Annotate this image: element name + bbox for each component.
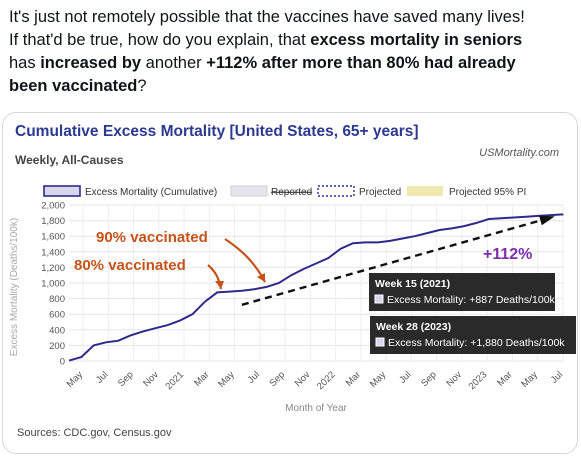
y-tick-label: 1,400 bbox=[41, 247, 65, 258]
x-tick-label: Mar bbox=[192, 369, 211, 388]
tooltip-2-swatch bbox=[375, 337, 385, 347]
post-line-3-bold-a: increased by bbox=[40, 54, 142, 72]
tooltip-2-title: Week 28 (2023) bbox=[376, 321, 451, 333]
legend-label-reported: Reported bbox=[271, 187, 312, 198]
arrow-90-vaccinated-head bbox=[257, 273, 265, 282]
chart-y-ticks: 0 200 400 600 800 1,000 1,200 1,400 1,600 1,800 2,… bbox=[41, 201, 65, 368]
x-tick-label: May bbox=[65, 369, 86, 390]
x-tick-label: Nov bbox=[444, 369, 464, 389]
annotation-90-vaccinated: 90% vaccinated bbox=[96, 229, 208, 246]
post-line-4-bold: been vaccinated bbox=[9, 77, 138, 95]
y-tick-label: 800 bbox=[49, 294, 65, 305]
x-tick-label: 2022 bbox=[315, 369, 338, 392]
x-tick-label: Jul bbox=[549, 369, 565, 385]
tooltip-1-value: Excess Mortality: +887 Deaths/100k bbox=[387, 294, 556, 306]
annotation-80-vaccinated: 80% vaccinated bbox=[74, 257, 186, 274]
post-line-4: been vaccinated? bbox=[9, 75, 574, 98]
chart-source: Sources: CDC.gov, Census.gov bbox=[17, 427, 172, 439]
legend-swatch-reported bbox=[230, 185, 268, 197]
legend-swatch-projected bbox=[317, 185, 355, 197]
x-tick-label: May bbox=[216, 369, 237, 390]
chart-legend: Excess Mortality (Cumulative) Reported P… bbox=[43, 185, 526, 198]
post-line-3-bold-b: +112% after more than 80% had already bbox=[206, 54, 516, 72]
chart-x-axis-label: Month of Year bbox=[285, 403, 347, 414]
chart-series bbox=[68, 213, 564, 362]
legend-swatch-cumulative bbox=[43, 185, 81, 197]
tooltip-1-swatch bbox=[374, 294, 384, 304]
tooltip-2-value: Excess Mortality: +1,880 Deaths/100k bbox=[388, 337, 565, 349]
x-tick-label: Mar bbox=[344, 369, 363, 388]
y-tick-label: 1,600 bbox=[41, 232, 65, 243]
x-tick-label: May bbox=[368, 369, 389, 390]
series-line-cumulative bbox=[68, 213, 564, 362]
post-line-2-bold: excess mortality in seniors bbox=[310, 31, 523, 49]
legend-label-projected: Projected bbox=[359, 187, 401, 198]
y-tick-label: 400 bbox=[49, 325, 65, 336]
x-tick-label: Jul bbox=[397, 369, 413, 385]
annotation-increase: +112% bbox=[483, 246, 532, 263]
chart-brand: USMortality.com bbox=[479, 147, 559, 159]
chart-subtitle: Weekly, All-Causes bbox=[15, 153, 124, 167]
x-tick-label: Sep bbox=[116, 369, 136, 389]
post-line-4-text: ? bbox=[137, 77, 147, 95]
x-tick-label: May bbox=[519, 369, 540, 390]
post-line-2: If that'd be true, how do you explain, t… bbox=[9, 29, 574, 52]
chart-image[interactable]: Cumulative Excess Mortality [United Stat… bbox=[2, 112, 578, 454]
tooltip-1-box bbox=[369, 273, 555, 311]
tooltip-1-title: Week 15 (2021) bbox=[375, 278, 450, 290]
vaccination-annotations: 90% vaccinated 80% vaccinated +112% bbox=[74, 229, 532, 290]
legend-label-cumulative: Excess Mortality (Cumulative) bbox=[85, 187, 217, 198]
arrow-90-vaccinated bbox=[224, 238, 266, 283]
x-tick-label: Jul bbox=[246, 369, 262, 385]
legend-swatch-projected-pi bbox=[407, 186, 443, 196]
y-tick-label: 0 bbox=[60, 357, 65, 368]
post-line-1-text: It's just not remotely possible that the… bbox=[9, 8, 525, 26]
post-line-3: has increased by another +112% after mor… bbox=[9, 52, 574, 75]
x-tick-label: Sep bbox=[267, 369, 287, 389]
y-tick-label: 1,800 bbox=[41, 216, 65, 227]
chart-plot: Excess Mortality (Cumulative) Reported P… bbox=[9, 185, 576, 414]
x-tick-label: Mar bbox=[495, 369, 514, 388]
x-tick-label: Nov bbox=[293, 369, 313, 389]
tooltip-week-15-2021: Week 15 (2021) Excess Mortality: +887 De… bbox=[369, 273, 556, 311]
chart-title: Cumulative Excess Mortality [United Stat… bbox=[15, 123, 419, 140]
tooltip-week-28-2023: Week 28 (2023) Excess Mortality: +1,880 … bbox=[370, 316, 576, 354]
y-tick-label: 1,200 bbox=[41, 263, 65, 274]
x-tick-label: Sep bbox=[419, 369, 439, 389]
legend-label-projected-pi: Projected 95% PI bbox=[449, 187, 526, 198]
y-tick-label: 1,000 bbox=[41, 279, 65, 290]
x-tick-label: Jul bbox=[94, 369, 110, 385]
post-line-2-text: If that'd be true, how do you explain, t… bbox=[9, 31, 311, 49]
chart-x-ticks: May Jul Sep Nov 2021 Mar May Jul Sep Nov 2022 Mar Ma… bbox=[65, 369, 565, 392]
y-tick-label: 2,000 bbox=[41, 201, 65, 212]
y-tick-label: 200 bbox=[49, 341, 65, 352]
chart-grid bbox=[69, 204, 564, 362]
x-tick-label: Nov bbox=[141, 369, 161, 389]
post-line-3-text-b: another bbox=[141, 54, 207, 72]
chart-y-axis-label: Excess Mortality (Deaths/100k) bbox=[9, 218, 20, 356]
post-text: It's just not remotely possible that the… bbox=[9, 6, 574, 98]
trend-line bbox=[241, 216, 552, 306]
post-line-3-text-a: has bbox=[9, 54, 41, 72]
trend-arrow-head bbox=[539, 215, 555, 226]
tooltip-2-box bbox=[370, 316, 576, 354]
y-tick-label: 600 bbox=[49, 310, 65, 321]
x-tick-label: 2021 bbox=[163, 369, 186, 392]
x-tick-label: 2023 bbox=[467, 369, 490, 392]
arrow-80-vaccinated-head bbox=[215, 281, 224, 289]
post-line-1: It's just not remotely possible that the… bbox=[9, 6, 574, 29]
